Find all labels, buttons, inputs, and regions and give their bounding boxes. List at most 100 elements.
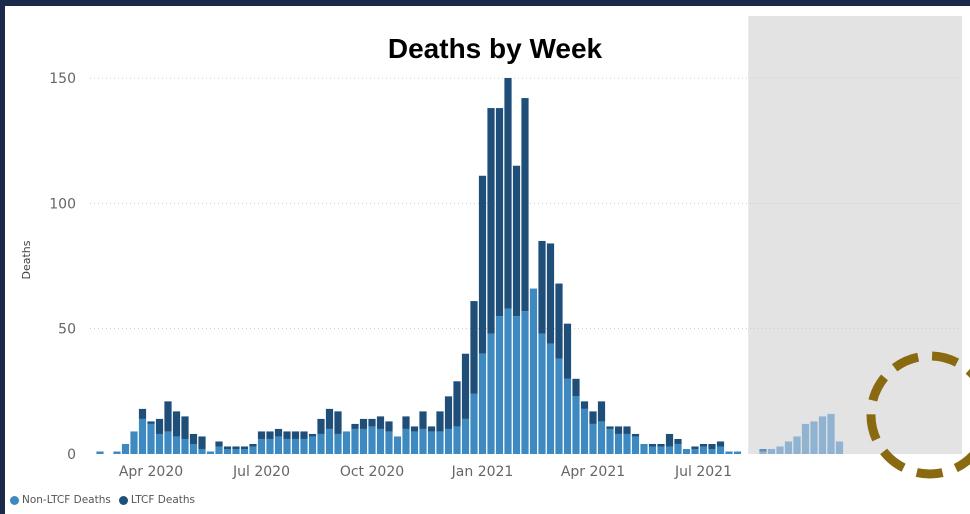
- bar-non-ltcf: [835, 441, 844, 454]
- bar-non-ltcf: [767, 448, 776, 454]
- bar-ltcf: [504, 78, 512, 309]
- bar-non-ltcf: [198, 448, 206, 454]
- bar-non-ltcf: [181, 438, 189, 454]
- bar-ltcf: [606, 426, 614, 429]
- bar-non-ltcf: [495, 316, 504, 454]
- bar-non-ltcf: [674, 443, 682, 454]
- bar-ltcf: [376, 416, 385, 429]
- bar-ltcf: [708, 443, 716, 449]
- bar-ltcf: [351, 423, 359, 429]
- bar-ltcf: [461, 353, 470, 419]
- bar-non-ltcf: [538, 333, 546, 454]
- bar-ltcf: [266, 431, 274, 439]
- bar-non-ltcf: [130, 431, 138, 454]
- bar-non-ltcf: [665, 446, 674, 454]
- x-tick-label: Apr 2021: [561, 464, 625, 480]
- bar-non-ltcf: [733, 451, 742, 454]
- bar-non-ltcf: [793, 436, 801, 454]
- bar-non-ltcf: [206, 451, 215, 454]
- bar-non-ltcf: [96, 451, 104, 454]
- bar-ltcf: [300, 431, 308, 439]
- bar-non-ltcf: [232, 448, 240, 454]
- y-tick-label: 0: [67, 447, 76, 463]
- bar-ltcf: [674, 438, 682, 444]
- legend-item-non-ltcf[interactable]: Non-LTCF Deaths: [10, 494, 111, 506]
- bar-ltcf: [589, 411, 597, 424]
- bar-non-ltcf: [461, 418, 470, 454]
- bar-ltcf: [436, 411, 444, 432]
- bar-non-ltcf: [648, 446, 657, 454]
- bar-ltcf: [240, 446, 249, 449]
- bar-ltcf: [716, 441, 725, 447]
- bar-ltcf: [291, 431, 300, 439]
- bar-non-ltcf: [402, 428, 410, 454]
- bar-ltcf: [623, 426, 631, 434]
- bar-ltcf: [427, 426, 436, 432]
- bar-non-ltcf: [470, 393, 478, 454]
- bar-non-ltcf: [444, 428, 453, 454]
- bar-non-ltcf: [189, 443, 198, 454]
- bar-non-ltcf: [580, 408, 589, 454]
- bar-non-ltcf: [300, 438, 308, 454]
- legend-label-ltcf: LTCF Deaths: [130, 494, 195, 506]
- y-axis-label: Deaths: [20, 240, 33, 279]
- bar-non-ltcf: [589, 423, 597, 454]
- chart-title: Deaths by Week: [388, 33, 603, 64]
- bar-ltcf: [410, 426, 419, 432]
- bar-ltcf: [189, 433, 198, 444]
- bar-non-ltcf: [308, 436, 317, 454]
- bar-ltcf: [308, 433, 317, 437]
- bar-non-ltcf: [640, 443, 648, 454]
- x-tick-label: Jul 2020: [232, 464, 290, 480]
- bar-non-ltcf: [631, 436, 640, 454]
- bar-ltcf: [198, 436, 206, 449]
- bar-non-ltcf: [512, 316, 521, 454]
- bar-non-ltcf: [521, 311, 529, 454]
- bar-non-ltcf: [725, 451, 733, 454]
- x-tick-label: Apr 2020: [119, 464, 183, 480]
- bar-non-ltcf: [657, 446, 665, 454]
- bar-ltcf: [597, 401, 606, 422]
- bar-non-ltcf: [240, 448, 249, 454]
- bar-ltcf: [215, 441, 223, 447]
- legend-item-ltcf[interactable]: LTCF Deaths: [118, 494, 195, 506]
- bar-non-ltcf: [249, 446, 257, 454]
- bar-ltcf: [538, 240, 546, 334]
- bar-non-ltcf: [317, 433, 325, 454]
- bar-ltcf: [223, 446, 232, 449]
- bar-ltcf: [759, 448, 767, 452]
- bar-non-ltcf: [529, 288, 538, 454]
- bar-ltcf: [283, 431, 291, 439]
- bar-non-ltcf: [172, 436, 181, 454]
- bar-ltcf: [257, 431, 266, 439]
- bar-ltcf: [274, 428, 283, 437]
- bar-ltcf: [249, 443, 257, 447]
- bar-non-ltcf: [283, 438, 291, 454]
- bar-non-ltcf: [274, 436, 283, 454]
- bar-ltcf: [478, 175, 487, 354]
- bar-non-ltcf: [487, 333, 495, 454]
- bar-non-ltcf: [342, 431, 351, 454]
- bar-non-ltcf: [801, 423, 810, 454]
- bar-ltcf: [512, 165, 521, 317]
- bar-ltcf: [470, 301, 478, 394]
- bars: [96, 78, 844, 454]
- bar-non-ltcf: [572, 396, 580, 454]
- legend-label-non-ltcf: Non-LTCF Deaths: [22, 494, 111, 506]
- bar-non-ltcf: [427, 431, 436, 454]
- bar-ltcf: [138, 408, 147, 419]
- bar-ltcf: [402, 416, 410, 429]
- bar-non-ltcf: [623, 433, 631, 454]
- bar-non-ltcf: [368, 426, 376, 454]
- bar-ltcf: [334, 411, 342, 434]
- bar-non-ltcf: [453, 426, 461, 454]
- bar-non-ltcf: [113, 451, 121, 454]
- bar-non-ltcf: [359, 428, 368, 454]
- bar-ltcf: [155, 418, 164, 434]
- bar-ltcf: [453, 381, 461, 427]
- bar-non-ltcf: [504, 308, 512, 454]
- bar-ltcf: [691, 446, 699, 449]
- bar-ltcf: [657, 443, 665, 447]
- x-tick-label: Jan 2021: [451, 464, 514, 480]
